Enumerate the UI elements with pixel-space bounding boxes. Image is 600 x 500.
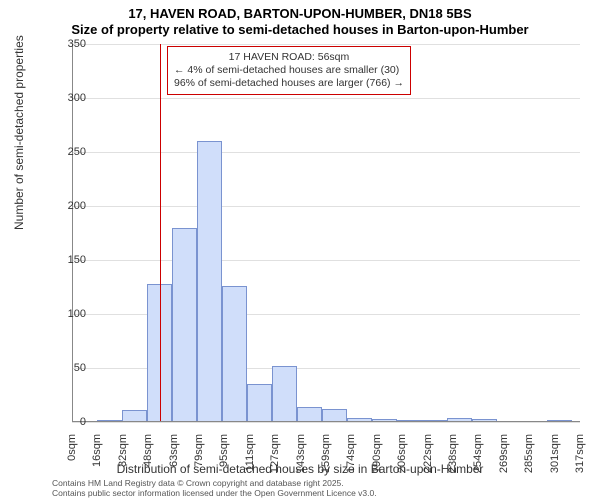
annotation-line: ← 4% of semi-detached houses are smaller… bbox=[174, 64, 404, 77]
x-tick-label: 317sqm bbox=[574, 434, 586, 494]
annotation-line: 96% of semi-detached houses are larger (… bbox=[174, 77, 404, 90]
x-tick-label: 111sqm bbox=[244, 434, 256, 494]
x-tick-label: 127sqm bbox=[269, 434, 281, 494]
histogram-bar bbox=[297, 407, 322, 422]
x-tick-label: 174sqm bbox=[345, 434, 357, 494]
x-tick-label: 269sqm bbox=[498, 434, 510, 494]
y-tick-label: 250 bbox=[46, 146, 86, 158]
gridline bbox=[72, 98, 580, 99]
y-tick-label: 350 bbox=[46, 38, 86, 50]
x-axis bbox=[72, 421, 580, 422]
x-tick-label: 206sqm bbox=[396, 434, 408, 494]
chart-title-line2: Size of property relative to semi-detach… bbox=[0, 22, 600, 37]
y-tick-label: 300 bbox=[46, 92, 86, 104]
x-tick-label: 143sqm bbox=[295, 434, 307, 494]
x-tick-label: 222sqm bbox=[422, 434, 434, 494]
reference-marker bbox=[160, 44, 161, 422]
gridline bbox=[72, 260, 580, 261]
plot-area: 17 HAVEN ROAD: 56sqm← 4% of semi-detache… bbox=[72, 44, 580, 422]
chart-title-line1: 17, HAVEN ROAD, BARTON-UPON-HUMBER, DN18… bbox=[0, 6, 600, 21]
histogram-bar bbox=[272, 366, 297, 422]
annotation-line: 17 HAVEN ROAD: 56sqm bbox=[174, 51, 404, 64]
x-tick-label: 95sqm bbox=[218, 434, 230, 494]
x-tick-label: 254sqm bbox=[472, 434, 484, 494]
x-tick-label: 285sqm bbox=[523, 434, 535, 494]
x-tick-label: 48sqm bbox=[142, 434, 154, 494]
y-tick-label: 200 bbox=[46, 200, 86, 212]
chart-container: 17, HAVEN ROAD, BARTON-UPON-HUMBER, DN18… bbox=[0, 0, 600, 500]
x-tick-label: 79sqm bbox=[193, 434, 205, 494]
histogram-bar bbox=[172, 228, 197, 422]
annotation-box: 17 HAVEN ROAD: 56sqm← 4% of semi-detache… bbox=[167, 46, 411, 95]
histogram-bar bbox=[197, 141, 222, 422]
x-tick-label: 32sqm bbox=[117, 434, 129, 494]
y-tick-label: 50 bbox=[46, 362, 86, 374]
x-tick-label: 301sqm bbox=[549, 434, 561, 494]
gridline bbox=[72, 206, 580, 207]
x-tick-label: 159sqm bbox=[320, 434, 332, 494]
y-axis-label: Number of semi-detached properties bbox=[12, 35, 26, 230]
gridline bbox=[72, 152, 580, 153]
y-tick-label: 100 bbox=[46, 308, 86, 320]
gridline bbox=[72, 44, 580, 45]
histogram-bar bbox=[222, 286, 247, 422]
x-tick-label: 63sqm bbox=[168, 434, 180, 494]
x-tick-label: 0sqm bbox=[66, 434, 78, 494]
x-tick-label: 238sqm bbox=[447, 434, 459, 494]
y-tick-label: 0 bbox=[46, 416, 86, 428]
x-tick-label: 16sqm bbox=[91, 434, 103, 494]
histogram-bar bbox=[247, 384, 272, 422]
gridline bbox=[72, 422, 580, 423]
x-tick-label: 190sqm bbox=[371, 434, 383, 494]
y-tick-label: 150 bbox=[46, 254, 86, 266]
